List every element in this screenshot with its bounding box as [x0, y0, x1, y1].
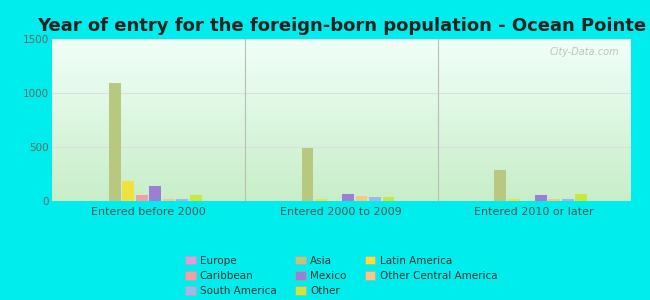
Bar [562, 200, 574, 201]
Bar [162, 200, 175, 201]
Bar [575, 194, 587, 201]
Bar [190, 194, 202, 201]
Bar [369, 197, 381, 201]
Bar [549, 200, 560, 201]
Bar [535, 195, 547, 201]
Bar [495, 170, 506, 201]
Bar [315, 199, 327, 201]
Bar [136, 195, 148, 201]
Bar [176, 199, 188, 201]
Bar [150, 186, 161, 201]
Bar [383, 197, 395, 201]
Bar [508, 199, 520, 201]
Title: Year of entry for the foreign-born population - Ocean Pointe: Year of entry for the foreign-born popul… [36, 17, 646, 35]
Bar [109, 83, 121, 201]
Bar [302, 148, 313, 201]
Legend: Europe, Caribbean, South America, Asia, Mexico, Other, Latin America, Other Cent: Europe, Caribbean, South America, Asia, … [181, 252, 501, 300]
Bar [342, 194, 354, 201]
Bar [122, 181, 134, 201]
Text: City-Data.com: City-Data.com [549, 47, 619, 57]
Bar [356, 196, 367, 201]
